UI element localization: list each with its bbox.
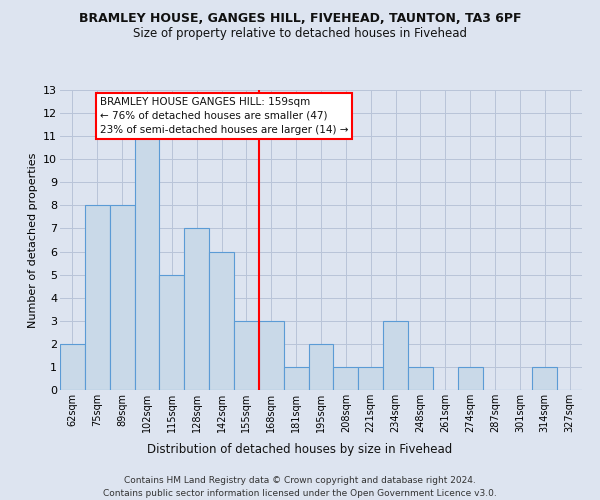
Bar: [383, 321, 408, 390]
Bar: [259, 321, 284, 390]
Bar: [284, 367, 308, 390]
Bar: [134, 136, 160, 390]
Bar: [458, 367, 482, 390]
Text: Size of property relative to detached houses in Fivehead: Size of property relative to detached ho…: [133, 28, 467, 40]
Bar: [110, 206, 134, 390]
Bar: [308, 344, 334, 390]
Bar: [334, 367, 358, 390]
Bar: [60, 344, 85, 390]
Bar: [209, 252, 234, 390]
Text: Contains public sector information licensed under the Open Government Licence v3: Contains public sector information licen…: [103, 489, 497, 498]
Bar: [85, 206, 110, 390]
Text: Contains HM Land Registry data © Crown copyright and database right 2024.: Contains HM Land Registry data © Crown c…: [124, 476, 476, 485]
Bar: [160, 274, 184, 390]
Text: Distribution of detached houses by size in Fivehead: Distribution of detached houses by size …: [148, 442, 452, 456]
Text: BRAMLEY HOUSE, GANGES HILL, FIVEHEAD, TAUNTON, TA3 6PF: BRAMLEY HOUSE, GANGES HILL, FIVEHEAD, TA…: [79, 12, 521, 26]
Y-axis label: Number of detached properties: Number of detached properties: [28, 152, 38, 328]
Bar: [532, 367, 557, 390]
Bar: [408, 367, 433, 390]
Bar: [358, 367, 383, 390]
Bar: [234, 321, 259, 390]
Bar: [184, 228, 209, 390]
Text: BRAMLEY HOUSE GANGES HILL: 159sqm
← 76% of detached houses are smaller (47)
23% : BRAMLEY HOUSE GANGES HILL: 159sqm ← 76% …: [100, 97, 348, 135]
